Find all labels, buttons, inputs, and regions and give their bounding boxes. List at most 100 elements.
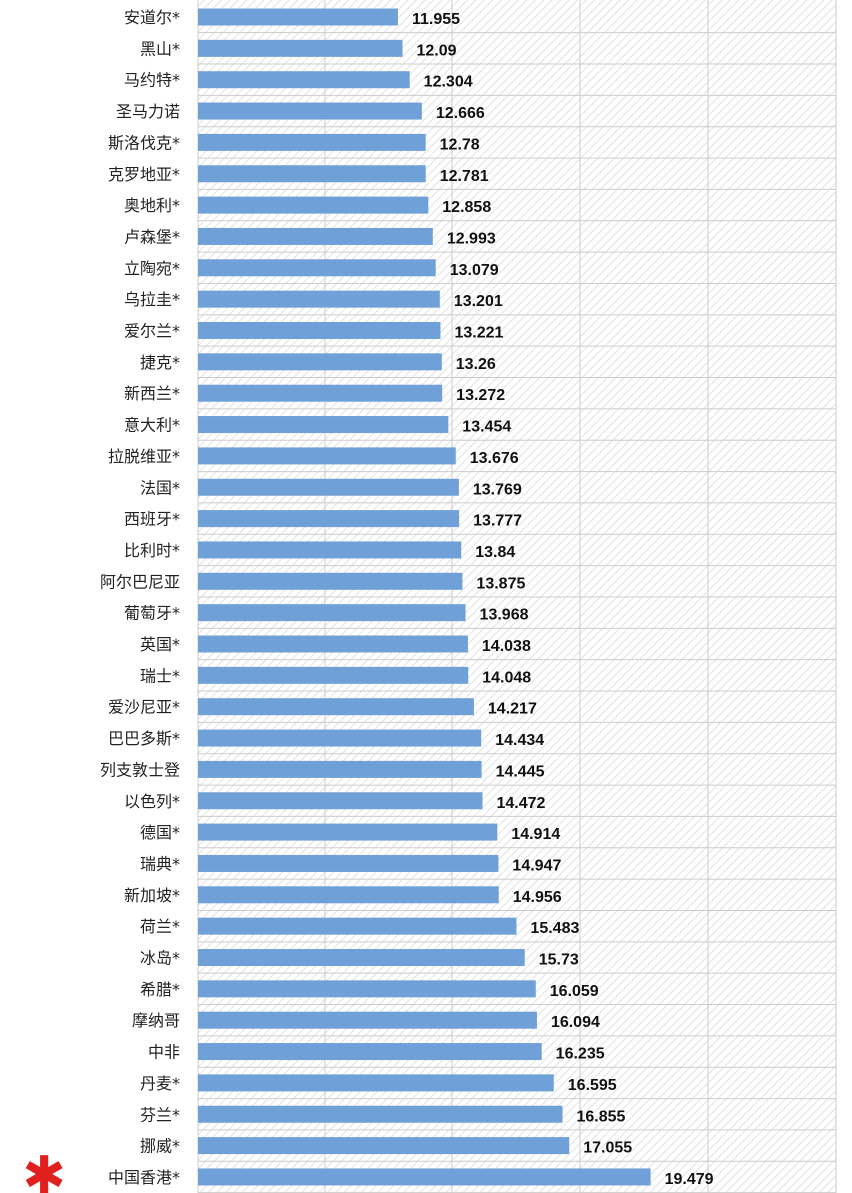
value-label: 13.84 bbox=[475, 544, 515, 561]
bar bbox=[198, 1168, 651, 1186]
category-label: 阿尔巴尼亚 bbox=[100, 572, 180, 591]
bar bbox=[198, 478, 459, 496]
bar bbox=[198, 1137, 570, 1155]
value-label: 12.993 bbox=[447, 230, 496, 247]
bar bbox=[198, 165, 426, 183]
category-label: 瑞士* bbox=[140, 666, 180, 685]
value-label: 16.595 bbox=[568, 1077, 617, 1094]
bar bbox=[198, 729, 482, 747]
value-label: 11.955 bbox=[412, 11, 460, 28]
value-label: 12.781 bbox=[440, 168, 489, 185]
highlight-marker-icon: ✱ bbox=[22, 1146, 66, 1193]
value-label: 19.479 bbox=[665, 1171, 714, 1188]
value-label: 12.858 bbox=[442, 199, 491, 216]
value-label: 16.094 bbox=[551, 1014, 600, 1031]
bar bbox=[198, 353, 442, 371]
bar bbox=[198, 71, 410, 89]
category-label: 安道尔* bbox=[124, 8, 180, 27]
category-label: 巴巴多斯* bbox=[108, 729, 180, 748]
category-label: 英国* bbox=[140, 635, 180, 654]
value-label: 16.235 bbox=[556, 1046, 605, 1063]
category-label: 圣马力诺 bbox=[116, 102, 180, 121]
bar bbox=[198, 510, 460, 528]
bar bbox=[198, 196, 429, 214]
bars-group bbox=[198, 8, 651, 1186]
category-label: 德国* bbox=[140, 823, 180, 842]
category-label: 荷兰* bbox=[140, 917, 180, 936]
bar bbox=[198, 886, 499, 904]
category-label: 比利时* bbox=[124, 541, 180, 560]
bar bbox=[198, 604, 466, 622]
bar bbox=[198, 854, 499, 872]
bar bbox=[198, 1043, 542, 1061]
category-label: 芬兰* bbox=[140, 1105, 180, 1124]
value-label: 15.73 bbox=[539, 952, 579, 969]
bar bbox=[198, 227, 433, 245]
bar bbox=[198, 917, 517, 935]
bar bbox=[198, 698, 474, 716]
bar bbox=[198, 572, 463, 590]
category-label: 拉脱维亚* bbox=[108, 447, 180, 466]
value-label: 14.434 bbox=[495, 732, 544, 749]
category-label: 列支敦士登 bbox=[100, 760, 180, 779]
category-label: 法国* bbox=[140, 478, 180, 497]
value-label: 14.472 bbox=[496, 795, 545, 812]
bar bbox=[198, 666, 469, 684]
bar bbox=[198, 635, 468, 653]
category-label: 新加坡* bbox=[124, 886, 180, 905]
bar bbox=[198, 1105, 563, 1123]
category-label: 斯洛伐克* bbox=[108, 133, 180, 152]
category-label: 新西兰* bbox=[124, 384, 180, 403]
bar bbox=[198, 760, 482, 778]
value-label: 13.221 bbox=[454, 325, 503, 342]
bar bbox=[198, 8, 398, 26]
value-label: 13.079 bbox=[450, 262, 499, 279]
bar bbox=[198, 823, 498, 841]
category-label: 捷克* bbox=[140, 353, 180, 372]
category-label: 挪威* bbox=[140, 1137, 180, 1156]
bar bbox=[198, 102, 422, 120]
category-label: 克罗地亚* bbox=[108, 165, 180, 184]
category-label: 葡萄牙* bbox=[124, 604, 180, 623]
value-label: 13.454 bbox=[462, 419, 511, 436]
bar bbox=[198, 384, 443, 402]
category-label: 丹麦* bbox=[140, 1074, 180, 1093]
value-label: 13.875 bbox=[476, 575, 525, 592]
category-label: 中国香港* bbox=[108, 1168, 180, 1187]
value-label: 16.855 bbox=[576, 1108, 625, 1125]
value-label: 16.059 bbox=[550, 983, 599, 1000]
bar bbox=[198, 259, 436, 277]
category-label: 爱沙尼亚* bbox=[108, 698, 180, 717]
bar bbox=[198, 1074, 554, 1092]
bar bbox=[198, 980, 536, 998]
category-label: 瑞典* bbox=[140, 854, 180, 873]
category-label: 立陶宛* bbox=[124, 259, 180, 278]
value-label: 14.956 bbox=[513, 889, 562, 906]
bar bbox=[198, 447, 456, 465]
value-label: 13.968 bbox=[480, 607, 529, 624]
value-label: 14.048 bbox=[482, 669, 531, 686]
value-label: 14.038 bbox=[482, 638, 531, 655]
value-label: 12.09 bbox=[416, 42, 456, 59]
bar bbox=[198, 949, 525, 966]
category-label: 黑山* bbox=[140, 39, 180, 58]
category-label: 以色列* bbox=[124, 792, 180, 811]
bar bbox=[198, 541, 462, 559]
value-label: 15.483 bbox=[530, 920, 579, 937]
value-label: 13.777 bbox=[473, 513, 522, 530]
value-label: 13.26 bbox=[456, 356, 496, 373]
category-label: 卢森堡* bbox=[124, 227, 180, 246]
value-label: 12.666 bbox=[436, 105, 485, 122]
bar bbox=[198, 133, 426, 151]
value-label: 14.914 bbox=[511, 826, 560, 843]
value-label: 13.201 bbox=[454, 293, 503, 310]
value-label: 13.272 bbox=[456, 387, 505, 404]
category-label: 摩纳哥 bbox=[132, 1011, 180, 1030]
bar bbox=[198, 792, 483, 810]
category-label: 冰岛* bbox=[140, 949, 180, 968]
category-label: 西班牙* bbox=[124, 510, 180, 529]
category-label: 马约特* bbox=[124, 71, 180, 90]
value-label: 12.78 bbox=[440, 136, 480, 153]
category-label: 意大利* bbox=[124, 416, 180, 435]
